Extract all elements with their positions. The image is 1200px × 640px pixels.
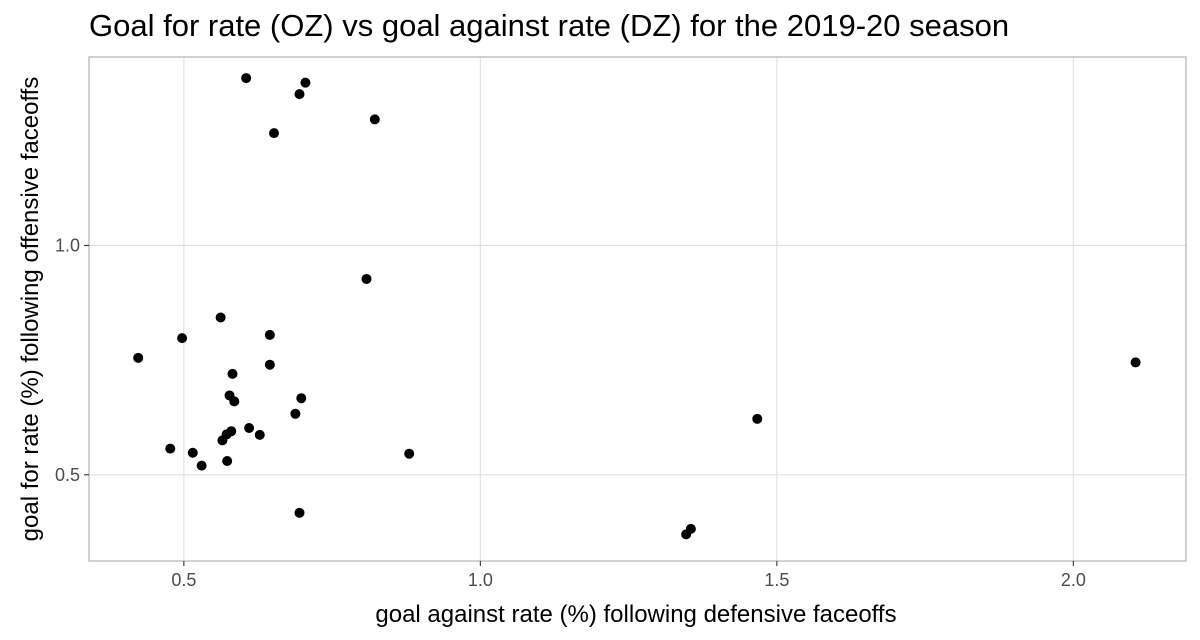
data-point [227, 368, 238, 379]
x-tick-label: 1.5 [764, 570, 789, 590]
data-point [165, 443, 176, 454]
data-point [217, 435, 228, 446]
data-point [269, 128, 280, 139]
data-point [215, 312, 226, 323]
y-axis-title: goal for rate (%) following offensive fa… [17, 77, 44, 542]
data-point [681, 529, 692, 540]
data-points [133, 73, 1141, 540]
plot-panel-border [88, 56, 1187, 562]
y-axis-ticks: 0.5 1.0 [55, 235, 89, 485]
data-point [222, 456, 233, 467]
x-tick-label: 2.0 [1061, 570, 1086, 590]
data-point [290, 408, 301, 419]
data-point [1130, 357, 1141, 368]
chart-title: Goal for rate (OZ) vs goal against rate … [89, 8, 1009, 43]
data-point [187, 447, 198, 458]
x-tick-label: 0.5 [171, 570, 196, 590]
y-tick-label: 0.5 [55, 465, 80, 485]
data-point [177, 333, 188, 344]
data-point [752, 413, 763, 424]
x-axis-title: goal against rate (%) following defensiv… [375, 601, 896, 628]
data-point [300, 77, 311, 88]
data-point [369, 114, 380, 125]
data-point [254, 429, 265, 440]
data-point [264, 359, 275, 370]
data-point [294, 507, 305, 518]
data-point [296, 393, 307, 404]
data-point [133, 352, 144, 363]
data-point [294, 89, 305, 100]
data-point [196, 460, 207, 471]
data-point [244, 423, 255, 434]
x-tick-label: 1.0 [468, 570, 493, 590]
grid-lines [89, 57, 1186, 561]
data-point [404, 448, 415, 459]
y-tick-label: 1.0 [55, 235, 80, 255]
x-axis-ticks: 0.5 1.0 1.5 2.0 [171, 561, 1086, 590]
data-point [241, 73, 252, 84]
data-point [264, 329, 275, 340]
data-point [361, 273, 372, 284]
data-point [229, 396, 240, 407]
